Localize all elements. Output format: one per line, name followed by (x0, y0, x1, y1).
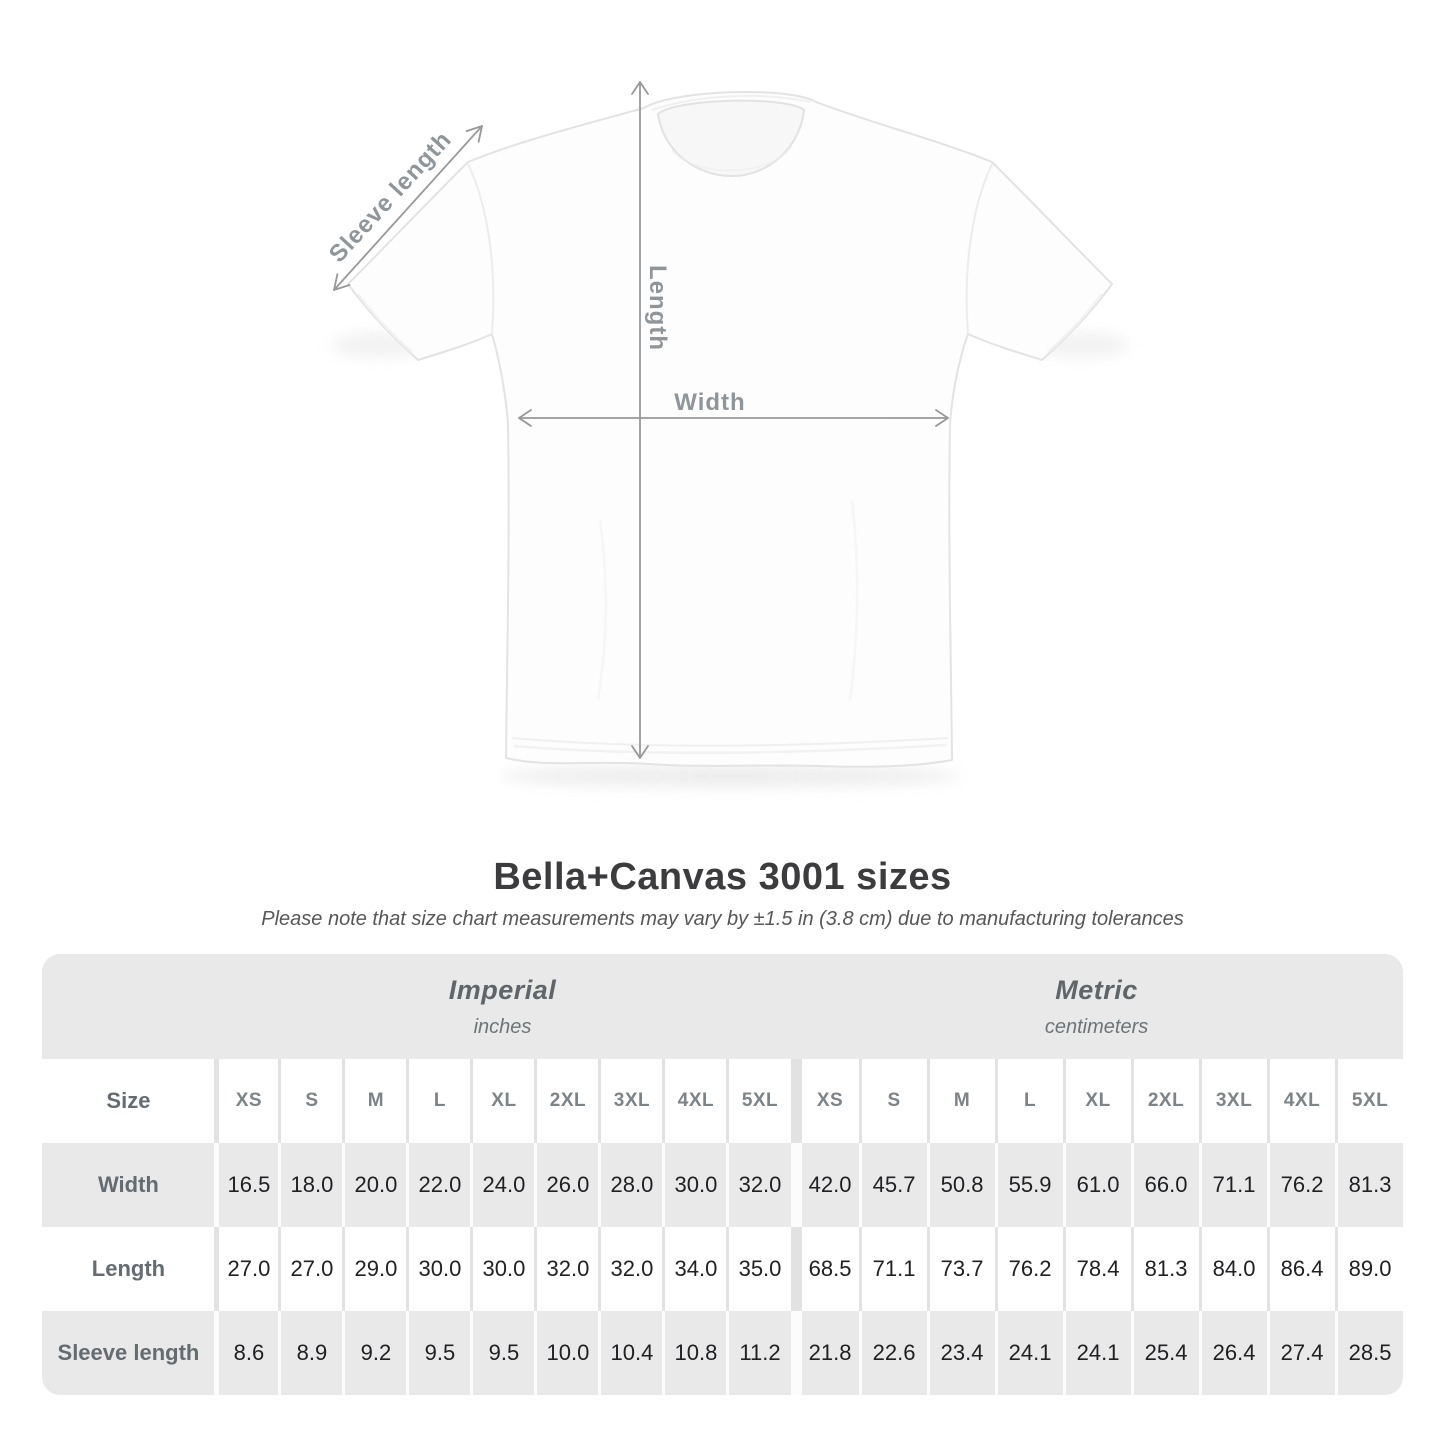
size-col-header: 4XL (1266, 1059, 1335, 1143)
width-row: Width 16.5 18.0 20.0 22.0 24.0 26.0 28.0… (42, 1143, 1403, 1227)
value-cell: 24.1 (1062, 1311, 1131, 1395)
size-col-header: 3XL (598, 1059, 663, 1143)
value-cell: 26.4 (1198, 1311, 1267, 1395)
value-cell: 18.0 (278, 1143, 343, 1227)
size-col-header: 5XL (726, 1059, 791, 1143)
value-cell: 78.4 (1062, 1227, 1131, 1311)
size-header-label: Size (42, 1059, 215, 1143)
page-subtitle: Please note that size chart measurements… (261, 908, 1184, 930)
imperial-unit-label: inches (473, 1015, 532, 1038)
size-col-header: 4XL (662, 1059, 727, 1143)
value-cell: 89.0 (1334, 1227, 1403, 1311)
value-cell: 55.9 (994, 1143, 1063, 1227)
value-cell: 32.0 (726, 1143, 791, 1227)
width-dimension-label: Width (674, 389, 745, 416)
value-cell: 61.0 (1062, 1143, 1131, 1227)
value-cell: 16.5 (214, 1143, 279, 1227)
page-title: Bella+Canvas 3001 sizes (493, 856, 952, 898)
size-col-header: XS (790, 1059, 859, 1143)
size-col-header: S (278, 1059, 343, 1143)
tshirt-size-diagram: Width Length Sleeve length (324, 81, 1128, 787)
metric-unit-label: centimeters (1044, 1015, 1149, 1038)
value-cell: 10.0 (534, 1311, 599, 1395)
value-cell: 50.8 (926, 1143, 995, 1227)
value-cell: 23.4 (926, 1311, 995, 1395)
unit-group-header-row: Imperial inches Metric centimeters (42, 954, 1403, 1059)
size-col-header: S (858, 1059, 927, 1143)
value-cell: 10.8 (662, 1311, 727, 1395)
value-cell: 42.0 (790, 1143, 859, 1227)
value-cell: 9.2 (342, 1311, 407, 1395)
value-cell: 32.0 (534, 1227, 599, 1311)
value-cell: 22.6 (858, 1311, 927, 1395)
value-cell: 27.4 (1266, 1311, 1335, 1395)
size-col-header: 5XL (1334, 1059, 1403, 1143)
value-cell: 11.2 (726, 1311, 791, 1395)
value-cell: 10.4 (598, 1311, 663, 1395)
value-cell: 22.0 (406, 1143, 471, 1227)
size-col-header: L (406, 1059, 471, 1143)
value-cell: 25.4 (1130, 1311, 1199, 1395)
value-cell: 76.2 (994, 1227, 1063, 1311)
value-cell: 68.5 (790, 1227, 859, 1311)
size-col-header: M (926, 1059, 995, 1143)
value-cell: 66.0 (1130, 1143, 1199, 1227)
size-col-header: M (342, 1059, 407, 1143)
value-cell: 8.9 (278, 1311, 343, 1395)
imperial-label: Imperial (448, 974, 557, 1005)
value-cell: 24.1 (994, 1311, 1063, 1395)
value-cell: 32.0 (598, 1227, 663, 1311)
sleeve-length-arrow (333, 125, 483, 291)
metric-label: Metric (1055, 974, 1138, 1005)
value-cell: 86.4 (1266, 1227, 1335, 1311)
value-cell: 76.2 (1266, 1143, 1335, 1227)
value-cell: 28.0 (598, 1143, 663, 1227)
value-cell: 30.0 (406, 1227, 471, 1311)
value-cell: 81.3 (1334, 1143, 1403, 1227)
value-cell: 45.7 (858, 1143, 927, 1227)
size-col-header: 3XL (1198, 1059, 1267, 1143)
value-cell: 21.8 (790, 1311, 859, 1395)
value-cell: 84.0 (1198, 1227, 1267, 1311)
value-cell: 34.0 (662, 1227, 727, 1311)
group-header-imperial: Imperial inches (214, 954, 791, 1059)
value-cell: 9.5 (406, 1311, 471, 1395)
value-cell: 30.0 (470, 1227, 535, 1311)
size-col-header: 2XL (534, 1059, 599, 1143)
value-cell: 81.3 (1130, 1227, 1199, 1311)
value-cell: 27.0 (214, 1227, 279, 1311)
size-col-header: L (994, 1059, 1063, 1143)
value-cell: 27.0 (278, 1227, 343, 1311)
width-arrow (518, 409, 949, 427)
value-cell: 20.0 (342, 1143, 407, 1227)
size-col-header: XL (470, 1059, 535, 1143)
sleeve-length-row: Sleeve length 8.6 8.9 9.2 9.5 9.5 10.0 1… (42, 1311, 1403, 1395)
length-dimension-label: Length (644, 265, 671, 351)
size-chart-table: Imperial inches Metric centimeters Size … (42, 954, 1403, 1395)
value-cell: 35.0 (726, 1227, 791, 1311)
length-row: Length 27.0 27.0 29.0 30.0 30.0 32.0 32.… (42, 1227, 1403, 1311)
size-col-header: XL (1062, 1059, 1131, 1143)
value-cell: 9.5 (470, 1311, 535, 1395)
size-header-row: Size XS S M L XL 2XL 3XL 4XL 5XL XS S M … (42, 1059, 1403, 1143)
row-label: Length (42, 1227, 215, 1311)
value-cell: 73.7 (926, 1227, 995, 1311)
group-header-metric: Metric centimeters (790, 954, 1403, 1059)
size-col-header: XS (214, 1059, 279, 1143)
value-cell: 24.0 (470, 1143, 535, 1227)
value-cell: 71.1 (858, 1227, 927, 1311)
row-label: Sleeve length (42, 1311, 215, 1395)
value-cell: 26.0 (534, 1143, 599, 1227)
value-cell: 29.0 (342, 1227, 407, 1311)
size-col-header: 2XL (1130, 1059, 1199, 1143)
row-label: Width (42, 1143, 215, 1227)
tshirt-graphic (347, 90, 1113, 768)
value-cell: 8.6 (214, 1311, 279, 1395)
group-header-spacer (42, 954, 215, 1059)
length-arrow (631, 81, 649, 759)
value-cell: 30.0 (662, 1143, 727, 1227)
value-cell: 28.5 (1334, 1311, 1403, 1395)
value-cell: 71.1 (1198, 1143, 1267, 1227)
